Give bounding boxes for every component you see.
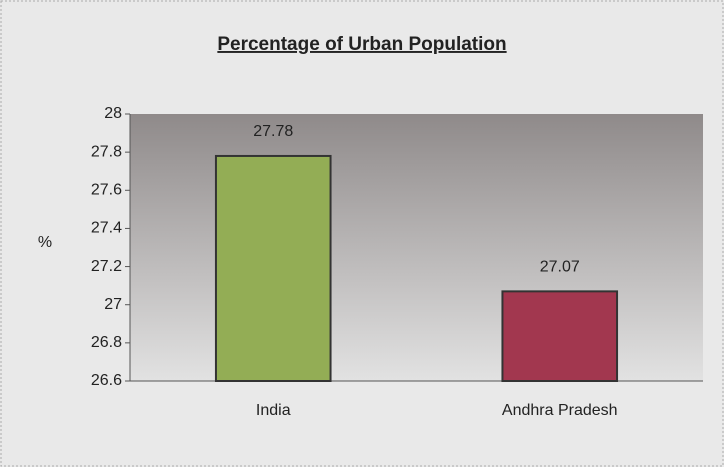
y-tick-label: 27.8 <box>91 143 122 160</box>
y-tick-label: 26.6 <box>91 372 122 389</box>
y-tick-label: 27.2 <box>91 258 122 275</box>
data-label: 27.07 <box>540 259 580 276</box>
x-tick-label: Andhra Pradesh <box>502 402 618 419</box>
bar <box>214 154 332 382</box>
y-axis-label: % <box>38 234 52 251</box>
x-tick-label: India <box>256 402 291 419</box>
y-tick-label: 27.4 <box>91 220 122 237</box>
y-tick-label: 27.6 <box>91 182 122 199</box>
y-tick-label: 28 <box>104 105 122 122</box>
y-tick-label: 26.8 <box>91 334 122 351</box>
bar <box>501 290 619 382</box>
data-label: 27.78 <box>253 123 293 140</box>
chart-title: Percentage of Urban Population <box>217 34 506 55</box>
y-tick-label: 27 <box>104 296 122 313</box>
